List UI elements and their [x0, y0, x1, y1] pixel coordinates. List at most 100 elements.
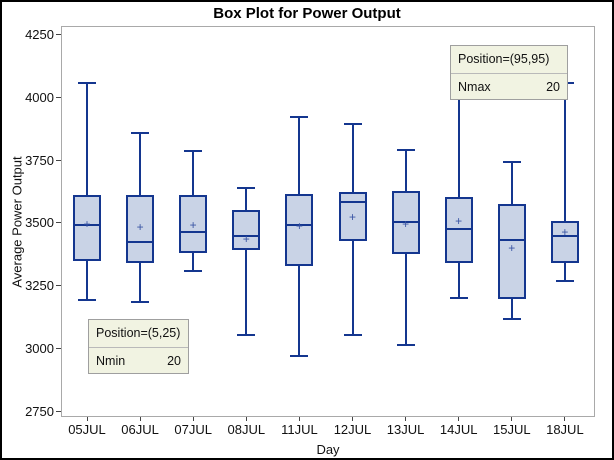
whisker-cap: [78, 81, 96, 84]
box-whisker-upper: [563, 82, 566, 222]
y-tick-mark: [56, 410, 61, 412]
whisker-cap: [237, 187, 256, 190]
box-whisker-upper: [351, 124, 354, 193]
inset-nmax-stat-row: Nmax 20: [451, 74, 567, 101]
whisker-cap: [449, 296, 468, 299]
box-whisker-upper: [298, 116, 301, 194]
whisker-cap: [502, 161, 521, 164]
x-tick-mark: [86, 417, 88, 421]
x-tick-label: 11JUL: [281, 422, 318, 437]
x-tick-label: 14JUL: [439, 422, 478, 437]
y-tick-mark: [56, 222, 61, 224]
y-tick-mark: [56, 34, 61, 35]
median-line: [497, 238, 526, 241]
y-tick-label: 4250: [25, 27, 54, 42]
x-tick-label: 13JUL: [386, 422, 425, 437]
x-tick-mark: [139, 417, 141, 421]
box: [444, 197, 473, 263]
whisker-cap: [184, 149, 203, 152]
inset-position-label: Position=(95,95): [458, 52, 550, 66]
inset-divider: [89, 347, 188, 348]
median-line: [338, 201, 367, 204]
median-line: [126, 241, 155, 244]
box-whisker-lower: [86, 261, 88, 301]
box: [73, 194, 101, 262]
inset-stat-value: 20: [167, 354, 181, 368]
median-line: [73, 223, 101, 226]
box: [285, 193, 314, 267]
mean-marker: +: [455, 214, 463, 229]
median-line: [391, 221, 420, 224]
box-whisker-lower: [245, 250, 248, 336]
mean-marker: +: [348, 210, 356, 225]
mean-marker: +: [561, 225, 569, 240]
x-tick-mark: [298, 417, 300, 421]
inset-stat-label: Nmax: [458, 80, 491, 94]
whisker-cap: [555, 280, 574, 283]
x-tick-label: 05JUL: [68, 422, 106, 437]
inset-nmin: Position=(5,25) Nmin 20: [88, 319, 189, 374]
y-tick-label: 4000: [25, 89, 54, 105]
x-tick-label: 08JUL: [227, 422, 266, 437]
y-tick-label: 3500: [25, 215, 54, 231]
median-line: [444, 227, 473, 230]
mean-marker: +: [189, 217, 197, 232]
inset-nmin-stat-row: Nmin 20: [89, 348, 188, 375]
x-tick-mark: [458, 417, 460, 421]
y-tick-mark: [56, 348, 61, 349]
whisker-cap: [131, 300, 150, 303]
inset-nmax-position-row: Position=(95,95): [451, 46, 567, 73]
box: [126, 194, 155, 263]
box-whisker-upper: [192, 150, 195, 195]
median-line: [550, 235, 579, 238]
inset-nmax: Position=(95,95) Nmax 20: [450, 45, 568, 100]
median-line: [179, 231, 208, 234]
inset-stat-label: Nmin: [96, 354, 126, 368]
chart-title: Box Plot for Power Output: [213, 5, 401, 22]
y-tick-label: 3250: [25, 278, 54, 294]
box: [550, 221, 579, 263]
mean-marker: +: [136, 220, 144, 235]
y-tick-label: 2750: [25, 403, 54, 419]
whisker-cap: [502, 318, 521, 321]
box-whisker-lower: [298, 266, 301, 356]
box-whisker-lower: [563, 262, 566, 282]
x-tick-label: 12JUL: [333, 422, 372, 437]
inset-nmin-position-row: Position=(5,25): [89, 320, 188, 347]
whisker-cap: [237, 334, 256, 337]
box-whisker-upper: [245, 188, 248, 210]
box-whisker-upper: [457, 82, 460, 198]
mean-marker: +: [295, 219, 303, 234]
whisker-cap: [343, 334, 362, 337]
x-tick-mark: [192, 417, 194, 421]
box-whisker-lower: [192, 252, 195, 272]
x-tick-label: 06JUL: [121, 422, 159, 437]
x-tick-mark: [245, 417, 247, 421]
x-tick-mark: [564, 417, 566, 421]
whisker-cap: [396, 344, 415, 347]
mean-marker: +: [402, 216, 410, 231]
box-whisker-lower: [351, 241, 354, 336]
median-line: [285, 223, 314, 226]
mean-marker: +: [83, 216, 91, 231]
whisker-cap: [290, 115, 309, 118]
x-tick-mark: [405, 417, 407, 421]
box-whisker-upper: [86, 82, 88, 195]
mean-marker: +: [242, 231, 250, 246]
box-whisker-upper: [139, 133, 142, 195]
box: [179, 194, 208, 253]
box-whisker-upper: [404, 149, 407, 191]
x-tick-mark: [352, 417, 353, 421]
box-whisker-lower: [510, 299, 513, 320]
y-tick-mark: [56, 96, 61, 98]
inset-stat-value: 20: [546, 80, 560, 94]
box-whisker-lower: [404, 253, 407, 346]
y-tick-mark: [56, 285, 61, 287]
box-whisker-lower: [139, 262, 142, 302]
whisker-cap: [290, 354, 309, 357]
whisker-cap: [343, 123, 362, 126]
x-tick-label: 18JUL: [546, 422, 584, 437]
box-whisker-lower: [457, 262, 460, 298]
box: [338, 192, 367, 242]
